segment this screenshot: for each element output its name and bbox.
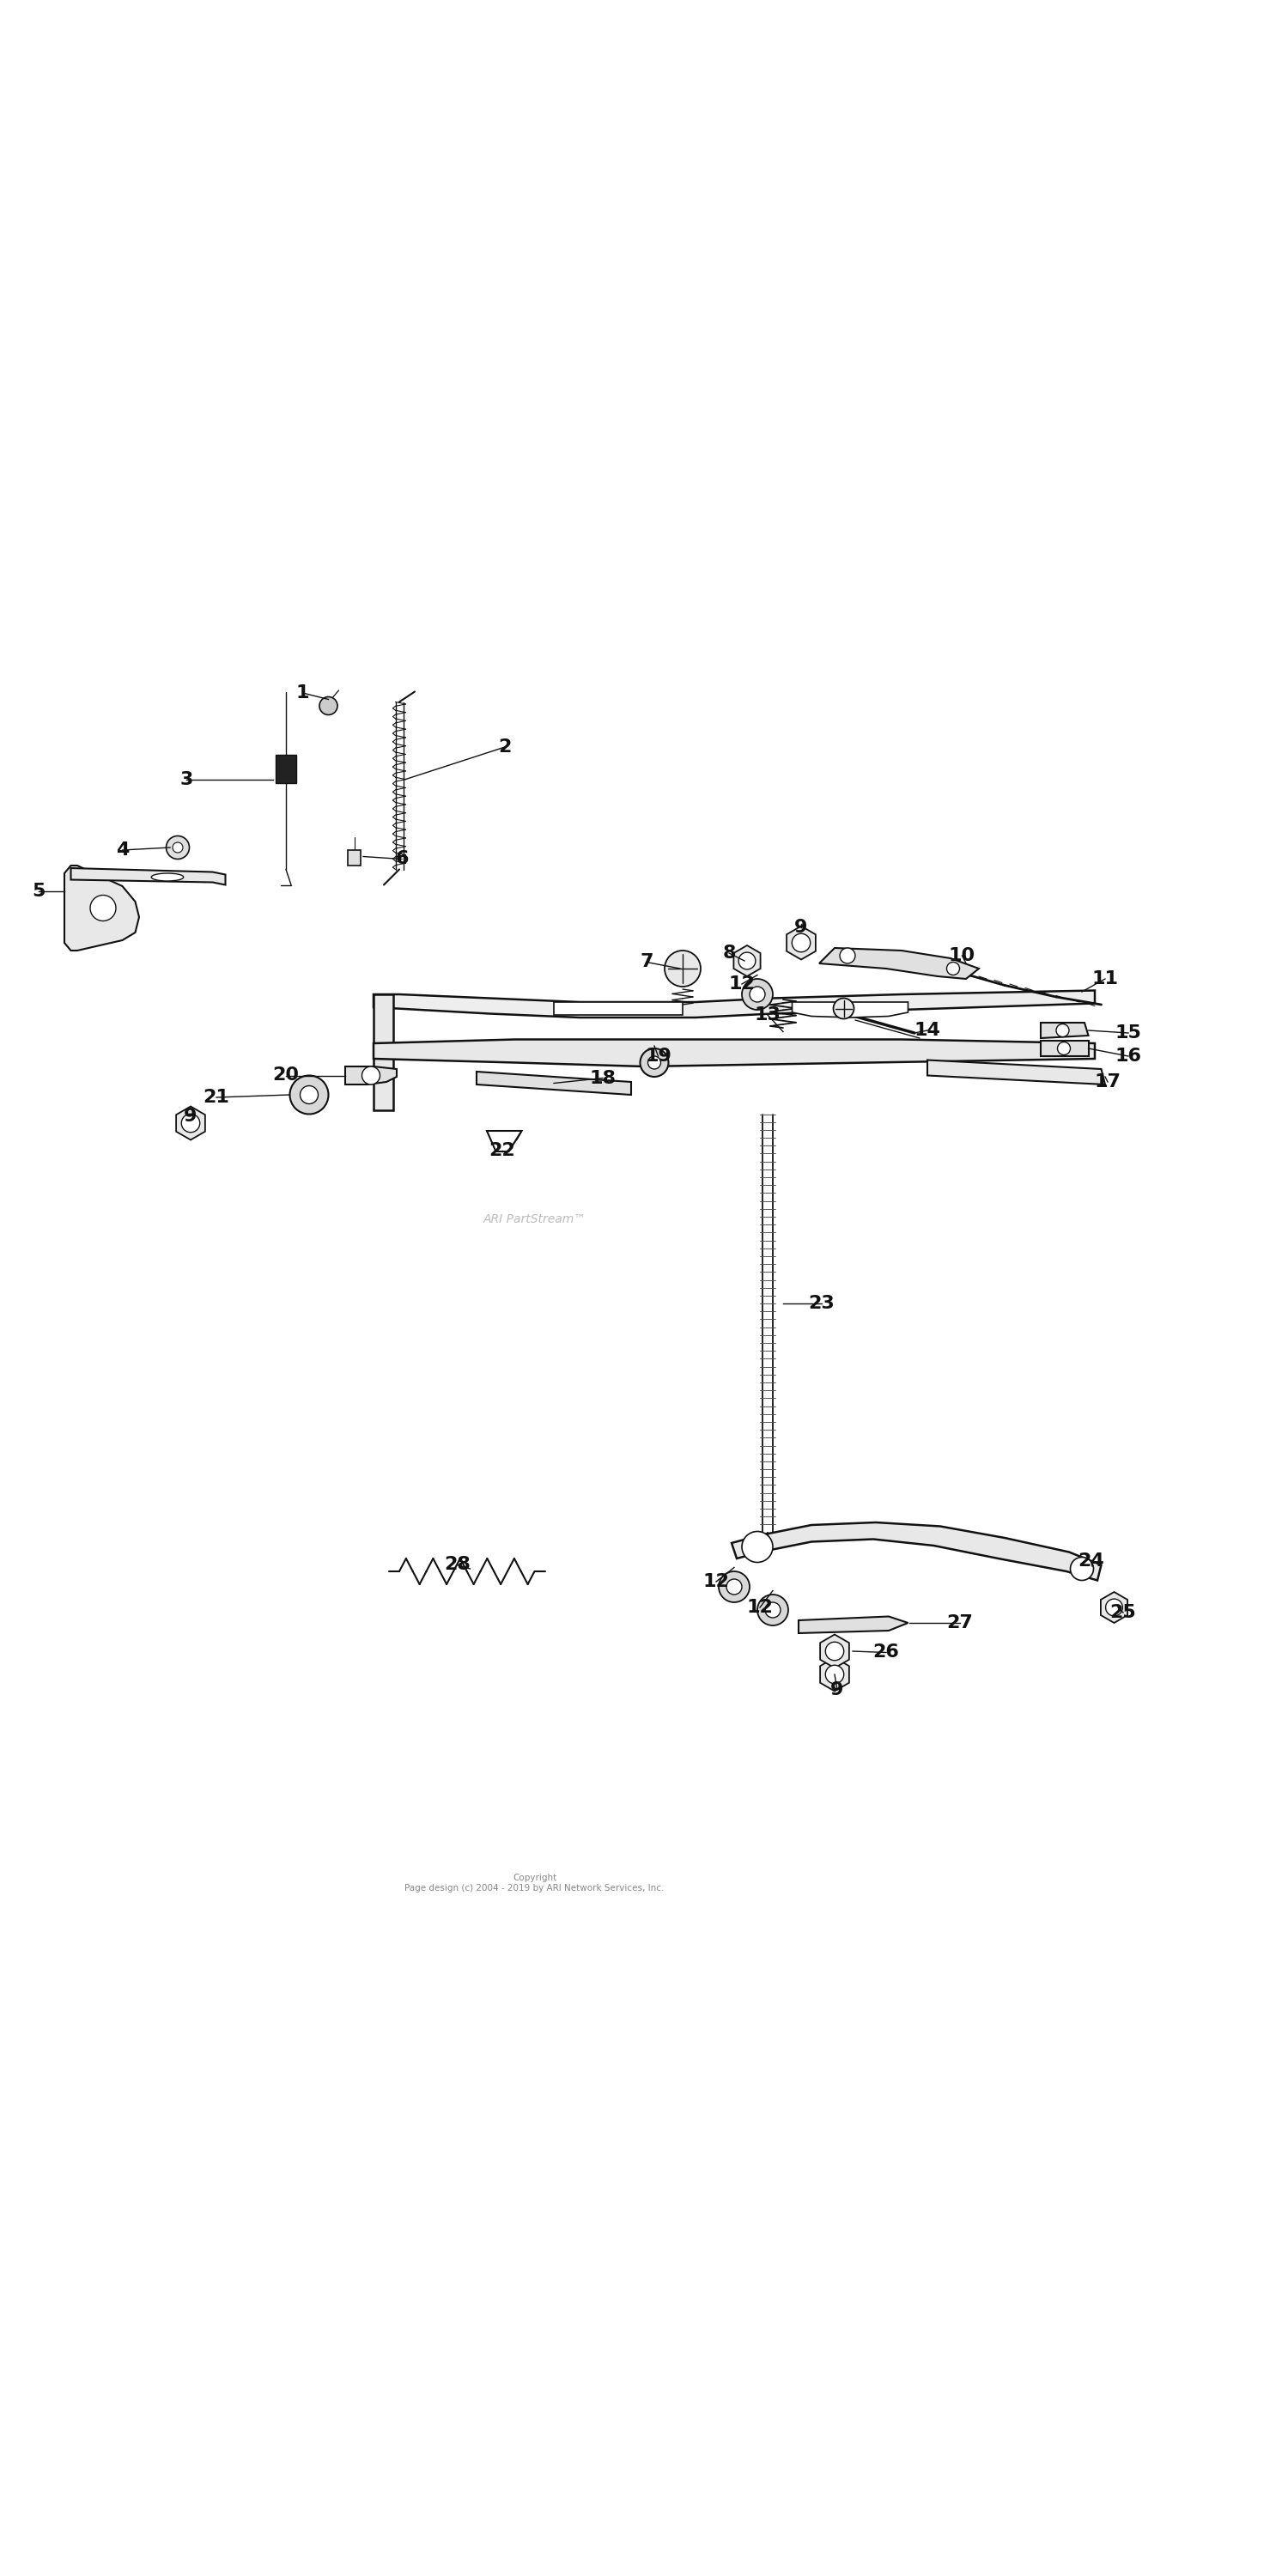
Polygon shape	[820, 1636, 849, 1669]
Polygon shape	[734, 945, 760, 976]
Text: 21: 21	[204, 1090, 229, 1105]
Polygon shape	[799, 1618, 908, 1633]
Text: 9: 9	[831, 1682, 844, 1698]
Polygon shape	[554, 1002, 683, 1015]
Text: 18: 18	[590, 1069, 616, 1087]
Circle shape	[792, 933, 810, 953]
Text: 3: 3	[180, 770, 193, 788]
Text: 19: 19	[645, 1048, 671, 1064]
Text: 26: 26	[873, 1643, 899, 1662]
Text: 9: 9	[184, 1108, 197, 1126]
Text: 16: 16	[1115, 1048, 1141, 1064]
Text: 12: 12	[703, 1574, 729, 1589]
Circle shape	[765, 1602, 781, 1618]
Circle shape	[840, 948, 855, 963]
Circle shape	[750, 987, 765, 1002]
Circle shape	[1056, 1025, 1069, 1036]
Circle shape	[182, 1113, 200, 1133]
Text: 9: 9	[795, 920, 808, 935]
Text: 6: 6	[395, 850, 408, 868]
Polygon shape	[348, 850, 361, 866]
Polygon shape	[477, 1072, 631, 1095]
Circle shape	[166, 835, 189, 860]
Polygon shape	[176, 1108, 205, 1139]
Circle shape	[826, 1664, 844, 1685]
Circle shape	[742, 1530, 773, 1561]
Text: 20: 20	[273, 1066, 299, 1084]
Text: 1: 1	[296, 685, 309, 701]
Circle shape	[319, 698, 337, 714]
Polygon shape	[487, 1131, 522, 1151]
Circle shape	[757, 1595, 788, 1625]
Circle shape	[290, 1077, 328, 1113]
Ellipse shape	[152, 873, 183, 881]
Circle shape	[742, 979, 773, 1010]
Polygon shape	[345, 1066, 397, 1084]
Circle shape	[826, 1641, 844, 1662]
Text: 11: 11	[1092, 971, 1118, 987]
Circle shape	[665, 951, 701, 987]
Polygon shape	[374, 992, 1095, 1018]
Text: ARI PartStream™: ARI PartStream™	[483, 1213, 586, 1226]
Circle shape	[300, 1087, 318, 1103]
Polygon shape	[732, 1522, 1101, 1579]
Polygon shape	[64, 866, 139, 951]
Polygon shape	[374, 1038, 1095, 1066]
Polygon shape	[787, 927, 815, 961]
Circle shape	[648, 1056, 661, 1069]
Polygon shape	[374, 994, 393, 1110]
Text: 23: 23	[809, 1296, 835, 1311]
Text: 27: 27	[947, 1615, 972, 1631]
Circle shape	[738, 953, 756, 969]
Circle shape	[640, 1048, 668, 1077]
Text: 22: 22	[489, 1141, 515, 1159]
Text: 12: 12	[729, 976, 755, 992]
Polygon shape	[1041, 1023, 1088, 1038]
Polygon shape	[820, 1659, 849, 1692]
Text: 12: 12	[747, 1600, 773, 1615]
Text: 8: 8	[723, 945, 735, 961]
Text: 10: 10	[949, 948, 975, 963]
Circle shape	[362, 1066, 380, 1084]
Text: 28: 28	[444, 1556, 470, 1574]
Text: 25: 25	[1110, 1605, 1136, 1620]
Text: 7: 7	[640, 953, 653, 971]
Text: 15: 15	[1115, 1025, 1141, 1041]
Polygon shape	[819, 948, 979, 979]
Circle shape	[1057, 1041, 1070, 1056]
Circle shape	[173, 842, 183, 853]
Circle shape	[90, 896, 116, 922]
Bar	[276, 755, 296, 783]
Text: 4: 4	[116, 842, 129, 858]
Circle shape	[726, 1579, 742, 1595]
Polygon shape	[1041, 1041, 1088, 1056]
Text: 13: 13	[755, 1007, 781, 1023]
Text: 14: 14	[914, 1023, 940, 1038]
Circle shape	[947, 963, 960, 976]
Circle shape	[833, 999, 854, 1020]
Polygon shape	[927, 1061, 1105, 1084]
Text: 24: 24	[1078, 1553, 1104, 1569]
Text: 17: 17	[1095, 1074, 1121, 1090]
Text: 2: 2	[498, 739, 511, 755]
Polygon shape	[1101, 1592, 1127, 1623]
Polygon shape	[792, 1002, 908, 1018]
Text: 5: 5	[32, 884, 45, 899]
Circle shape	[1070, 1556, 1094, 1579]
Circle shape	[719, 1571, 750, 1602]
Circle shape	[1105, 1600, 1123, 1615]
Polygon shape	[71, 868, 225, 886]
Text: Copyright
Page design (c) 2004 - 2019 by ARI Network Services, Inc.: Copyright Page design (c) 2004 - 2019 by…	[404, 1873, 665, 1893]
